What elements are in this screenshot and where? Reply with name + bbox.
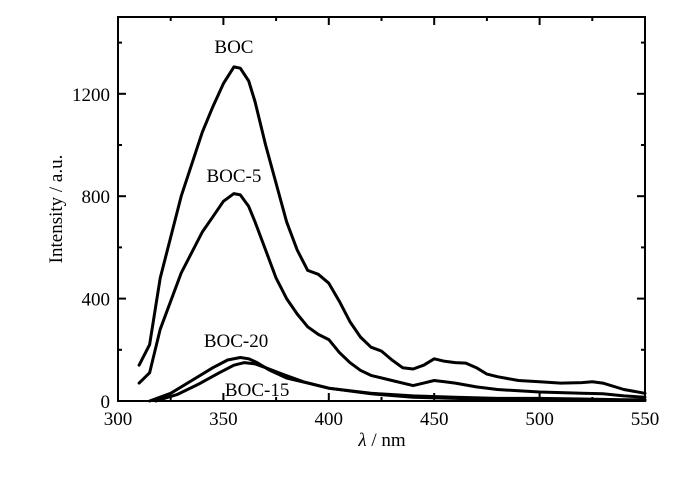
x-axis-symbol: λ bbox=[357, 430, 366, 451]
x-tick-label: 450 bbox=[420, 409, 449, 430]
series-line-boc-5 bbox=[137, 192, 647, 399]
series-line-boc bbox=[137, 65, 647, 395]
x-tick-label: 500 bbox=[525, 409, 554, 430]
y-tick-label: 400 bbox=[82, 290, 111, 311]
x-tick-label: 350 bbox=[209, 409, 238, 430]
series-label-boc: BOC bbox=[214, 37, 253, 58]
y-tick-label: 0 bbox=[101, 392, 111, 413]
series-layer bbox=[137, 65, 647, 403]
x-tick-label: 300 bbox=[104, 409, 133, 430]
y-tick-label: 800 bbox=[82, 187, 111, 208]
series-label-boc-15: BOC-15 bbox=[225, 380, 289, 401]
x-tick-label: 400 bbox=[315, 409, 344, 430]
x-tick-label: 550 bbox=[631, 409, 660, 430]
series-label-boc-5: BOC-5 bbox=[206, 166, 261, 187]
series-line-boc-15 bbox=[154, 361, 647, 403]
labels-layer: BOC BOC-5 BOC-20 BOC-15 bbox=[204, 37, 289, 401]
y-tick-label: 1200 bbox=[72, 85, 110, 106]
ticks-layer: 300 350 400 450 500 550 0 400 800 1200 bbox=[72, 17, 659, 430]
series-label-boc-20: BOC-20 bbox=[204, 331, 268, 352]
y-axis-title: Intensity / a.u. bbox=[46, 155, 67, 264]
x-axis-title: λ / nm bbox=[357, 430, 406, 451]
x-axis-unit: / nm bbox=[371, 430, 406, 451]
plot-frame bbox=[117, 16, 646, 402]
